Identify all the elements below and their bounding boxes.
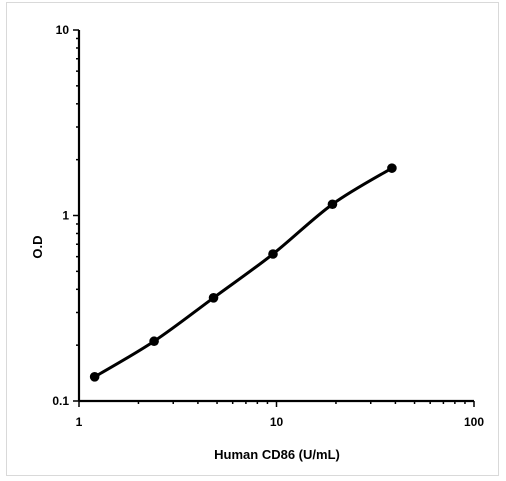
axes [77, 30, 474, 403]
data-point [387, 163, 397, 173]
x-tick-label: 100 [464, 415, 484, 429]
data-point [268, 249, 278, 259]
x-tick-label: 1 [76, 415, 83, 429]
data-point [89, 372, 100, 382]
y-tick-label: 10 [56, 23, 70, 37]
chart-frame [6, 2, 499, 476]
data-point [149, 336, 159, 347]
y-axis-title: O.D [30, 235, 45, 258]
x-axis-title: Human CD86 (U/mL) [214, 447, 340, 462]
series [89, 163, 397, 382]
ticks: 0.1 1 10 1 10 100 [52, 23, 484, 429]
x-tick-label: 10 [270, 415, 284, 429]
y-tick-label: 0.1 [52, 394, 69, 408]
data-point [327, 199, 338, 210]
data-point [208, 293, 219, 303]
series-line [93, 166, 393, 379]
y-tick-label: 1 [62, 209, 69, 223]
